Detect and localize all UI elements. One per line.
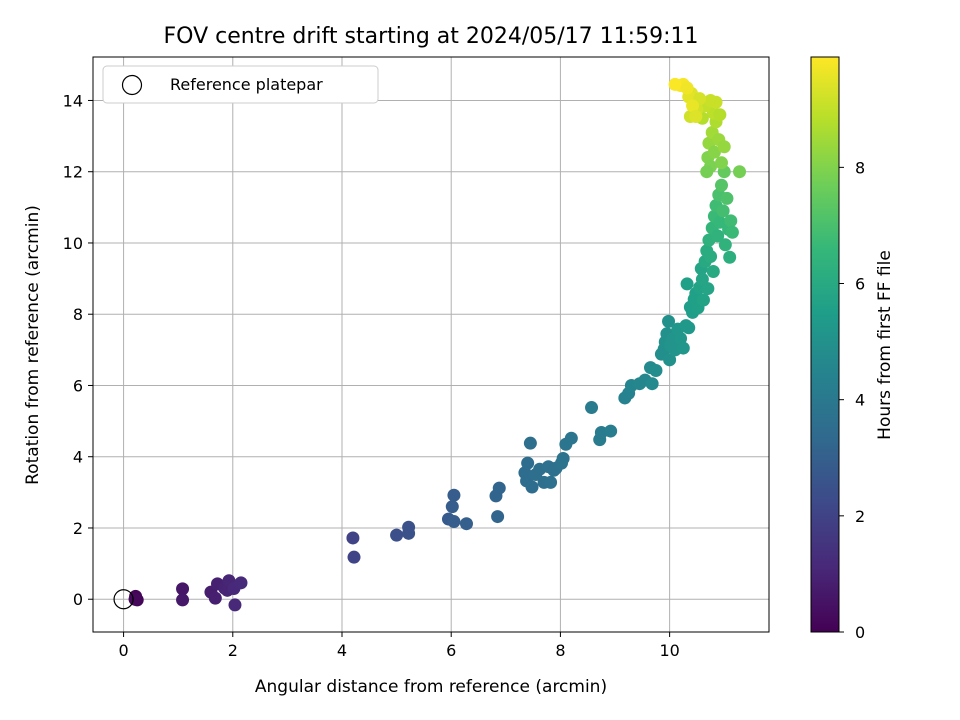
data-point bbox=[447, 488, 461, 502]
data-point bbox=[716, 204, 730, 218]
data-point bbox=[668, 77, 682, 91]
legend-marker-icon bbox=[121, 74, 143, 96]
data-point bbox=[714, 156, 728, 170]
colorbar-tick-label: 8 bbox=[855, 158, 865, 177]
plot-frame bbox=[92, 56, 770, 633]
data-point bbox=[564, 431, 578, 445]
data-point bbox=[717, 140, 731, 154]
x-tick-label: 10 bbox=[659, 641, 679, 660]
data-point bbox=[704, 250, 718, 264]
data-point bbox=[713, 108, 727, 122]
y-tick-label: 0 bbox=[73, 590, 83, 609]
data-point bbox=[523, 436, 537, 450]
data-point bbox=[346, 531, 360, 545]
data-point bbox=[720, 191, 734, 205]
data-point bbox=[556, 452, 570, 466]
data-point bbox=[402, 526, 416, 540]
colorbar-label: Hours from first FF file bbox=[875, 250, 895, 440]
data-point bbox=[680, 81, 694, 95]
data-point bbox=[689, 109, 703, 123]
data-point bbox=[709, 95, 723, 109]
data-point bbox=[604, 424, 618, 438]
data-point bbox=[128, 592, 142, 606]
data-points bbox=[128, 77, 747, 612]
data-point bbox=[718, 238, 732, 252]
y-tick-label: 14 bbox=[63, 91, 83, 110]
data-point bbox=[491, 510, 505, 524]
data-point bbox=[176, 582, 190, 596]
data-point bbox=[585, 401, 599, 415]
data-point bbox=[696, 293, 710, 307]
y-axis-ticks: 0 2 4 6 8 10 12 14 bbox=[63, 91, 93, 609]
legend: Reference platepar bbox=[102, 65, 379, 104]
x-tick-label: 0 bbox=[118, 641, 128, 660]
x-tick-label: 2 bbox=[228, 641, 238, 660]
data-point bbox=[544, 475, 558, 489]
data-point bbox=[492, 481, 506, 495]
data-point bbox=[228, 598, 242, 612]
y-tick-label: 6 bbox=[73, 376, 83, 395]
chart-title: FOV centre drift starting at 2024/05/17 … bbox=[164, 24, 699, 49]
y-tick-label: 2 bbox=[73, 519, 83, 538]
data-point bbox=[447, 515, 461, 529]
data-point bbox=[645, 377, 659, 391]
data-point bbox=[649, 364, 663, 378]
y-tick-label: 8 bbox=[73, 305, 83, 324]
colorbar-tick-label: 4 bbox=[855, 391, 865, 410]
data-point bbox=[713, 215, 727, 229]
data-point bbox=[390, 528, 404, 542]
x-tick-label: 8 bbox=[555, 641, 565, 660]
y-tick-label: 10 bbox=[63, 234, 83, 253]
data-point bbox=[701, 282, 715, 296]
legend-entry-reference-platepar: Reference platepar bbox=[170, 75, 323, 94]
colorbar-ticks: 0 2 4 6 8 bbox=[839, 158, 865, 642]
data-point bbox=[521, 456, 535, 470]
data-point bbox=[706, 264, 720, 278]
colorbar-tick-label: 6 bbox=[855, 275, 865, 294]
data-point bbox=[682, 321, 696, 335]
data-point bbox=[176, 593, 190, 607]
data-point bbox=[686, 99, 700, 113]
data-point bbox=[733, 165, 747, 179]
data-point bbox=[347, 550, 361, 564]
data-point bbox=[676, 341, 690, 355]
data-point bbox=[525, 480, 539, 494]
y-tick-label: 4 bbox=[73, 448, 83, 467]
legend-box bbox=[102, 65, 379, 104]
data-point bbox=[711, 229, 725, 243]
data-point bbox=[680, 277, 694, 291]
data-point bbox=[208, 591, 222, 605]
data-point bbox=[707, 145, 721, 159]
data-point bbox=[445, 500, 459, 514]
data-point bbox=[459, 517, 473, 531]
reference-point bbox=[113, 589, 134, 610]
data-point bbox=[714, 178, 728, 192]
colorbar-tick-label: 0 bbox=[855, 623, 865, 642]
reference-platepar-marker bbox=[113, 589, 134, 610]
data-point bbox=[724, 214, 738, 228]
x-tick-label: 4 bbox=[337, 641, 347, 660]
data-point bbox=[725, 225, 739, 239]
data-point bbox=[663, 353, 677, 367]
colorbar-gradient bbox=[810, 56, 840, 633]
x-axis-label: Angular distance from reference (arcmin) bbox=[255, 677, 607, 697]
colorbar: 0 2 4 6 8 Hours from first FF file bbox=[810, 56, 895, 642]
data-point bbox=[234, 576, 248, 590]
data-point bbox=[700, 165, 714, 179]
data-point bbox=[662, 314, 676, 328]
colorbar-tick-label: 2 bbox=[855, 507, 865, 526]
data-point bbox=[723, 250, 737, 264]
y-tick-label: 12 bbox=[63, 163, 83, 182]
y-axis-label: Rotation from reference (arcmin) bbox=[23, 205, 43, 485]
x-axis-ticks: 0 2 4 6 8 10 bbox=[118, 632, 680, 660]
x-tick-label: 6 bbox=[446, 641, 456, 660]
